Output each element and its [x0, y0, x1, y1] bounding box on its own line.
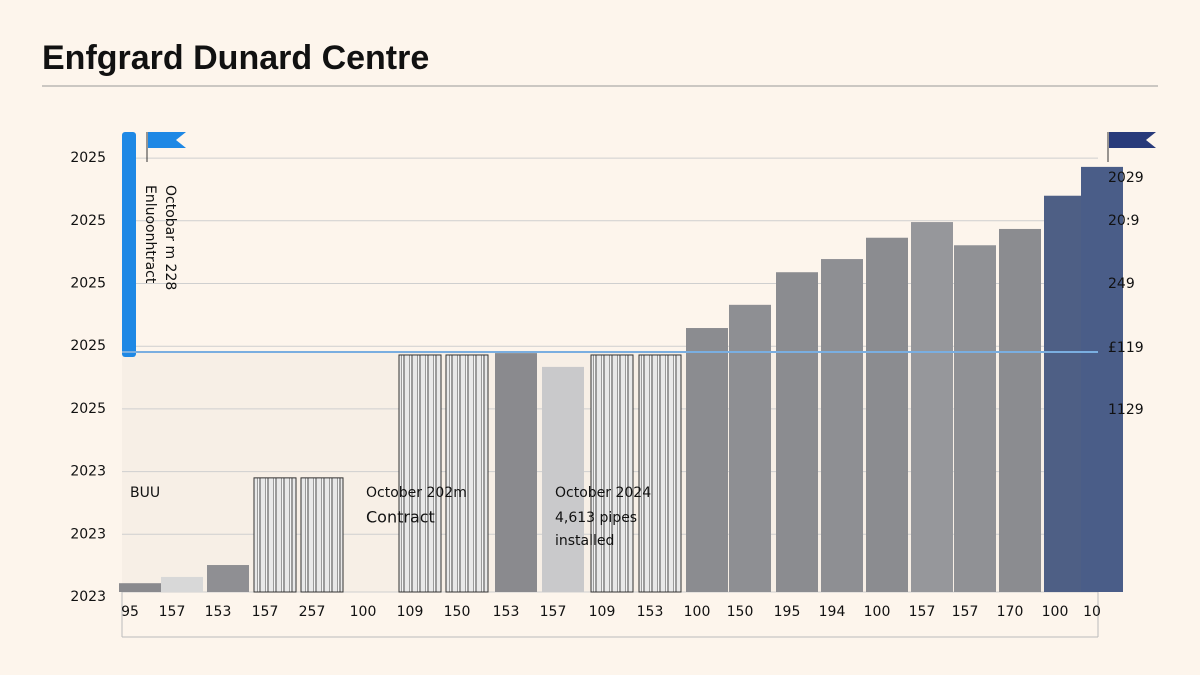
x-tick-label: 95: [121, 604, 139, 620]
bar: [686, 328, 728, 592]
x-tick-label: 153: [205, 604, 232, 620]
x-tick-label: 100: [864, 604, 891, 620]
annotation: October 202m: [366, 485, 467, 501]
y2-tick-label: 1129: [1108, 402, 1144, 418]
bar: [821, 259, 863, 592]
y-tick-label: 2025: [70, 276, 106, 292]
bar: [999, 228, 1041, 592]
bar: [542, 366, 584, 592]
annotation: BUU: [130, 485, 160, 501]
y2-tick-label: 2029: [1108, 170, 1144, 186]
bar: [638, 354, 682, 593]
y2-tick-label: 249: [1108, 276, 1135, 292]
bar: [253, 477, 297, 593]
x-tick-label: 100: [684, 604, 711, 620]
bar: [119, 583, 161, 592]
bar: [911, 222, 953, 592]
x-tick-label: 194: [819, 604, 846, 620]
bar: [207, 565, 249, 592]
bar: [729, 304, 771, 592]
bar: [495, 353, 537, 592]
y-tick-label: 2023: [70, 589, 106, 605]
y-tick-label: 2023: [70, 464, 106, 480]
y2-tick-label: 20:9: [1108, 213, 1139, 229]
annotation: Octobar m 228: [162, 185, 178, 290]
x-tick-label: 10: [1083, 604, 1101, 620]
x-tick-label: 195: [774, 604, 801, 620]
bar: [590, 354, 634, 593]
bar: [300, 477, 344, 593]
y-tick-label: 2025: [70, 401, 106, 417]
x-tick-label: 153: [493, 604, 520, 620]
bar: [954, 245, 996, 592]
x-tick-label: 100: [350, 604, 377, 620]
bar: [445, 354, 489, 593]
annotation: Enluoonhtract: [142, 185, 158, 284]
x-tick-label: 157: [909, 604, 936, 620]
annotation: October 2024: [555, 485, 651, 501]
flag: [1109, 132, 1156, 148]
x-tick-label: 157: [252, 604, 279, 620]
bar: [398, 354, 442, 593]
x-tick-label: 153: [637, 604, 664, 620]
bar: [866, 237, 908, 592]
y-tick-label: 2025: [70, 213, 106, 229]
bar: [1081, 166, 1123, 592]
bar: [776, 272, 818, 592]
vertical-annotation: Octobar m 228 Enluoonhtract: [142, 185, 178, 290]
x-tick-label: 109: [397, 604, 424, 620]
x-tick-label: 150: [727, 604, 754, 620]
x-tick-label: 109: [589, 604, 616, 620]
y-tick-label: 2023: [70, 526, 106, 542]
x-tick-label: 100: [1042, 604, 1069, 620]
chart-title: Enfgrard Dunard Centre: [42, 39, 429, 77]
x-tick-label: 157: [159, 604, 186, 620]
x-tick-label: 170: [997, 604, 1024, 620]
x-tick-label: 157: [540, 604, 567, 620]
annotation: installed: [555, 533, 614, 549]
bar: [161, 576, 203, 592]
flag: [148, 132, 186, 148]
x-tick-label: 157: [952, 604, 979, 620]
bars: [119, 166, 1123, 593]
y-tick-label: 2025: [70, 150, 106, 166]
y-tick-label: 2025: [70, 338, 106, 354]
x-tick-label: 150: [444, 604, 471, 620]
annotation: Contract: [366, 508, 435, 527]
x-tick-label: 257: [299, 604, 326, 620]
annotation: 4,613 pipes: [555, 510, 637, 526]
bar: [1044, 195, 1086, 592]
y2-tick-label: £119: [1108, 340, 1144, 356]
start-marker: [122, 132, 136, 357]
